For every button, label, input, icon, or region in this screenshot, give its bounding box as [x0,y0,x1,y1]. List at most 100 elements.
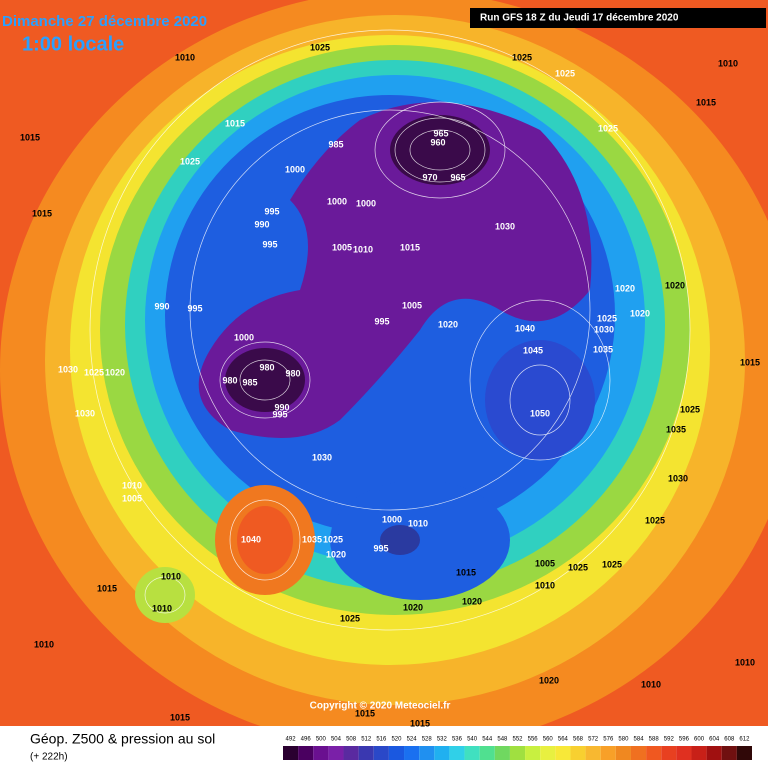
scale-swatch [434,746,450,760]
isobar-label: 1030 [594,324,614,334]
scale-label: 552 [512,737,523,743]
scale-swatch [615,746,631,760]
scale-label: 584 [634,737,645,743]
isobars [89,29,691,631]
isobar-label: 1010 [718,58,738,68]
scale-swatch [343,746,359,760]
isobar-label: 1015 [696,97,716,107]
isobar-label: 960 [430,137,445,147]
low [135,567,195,623]
scale-label: 568 [573,737,584,743]
scale-label: 600 [694,737,705,743]
scale-swatch [358,746,374,760]
isobar-label: 1005 [402,300,422,310]
isobar-label: 995 [374,316,389,326]
isobar-label: 980 [285,368,300,378]
isobar-label: 1030 [495,221,515,231]
isobar-label: 1015 [410,718,430,728]
isobar-label: 1025 [602,559,622,569]
isobar-label: 1015 [355,708,375,718]
footer-subtitle: (+ 222h) [30,752,68,763]
low [225,348,305,412]
scale-swatch [494,746,510,760]
run: Run GFS 18 Z du Jeudi 17 décembre 2020 [480,13,679,24]
isobar-label: 1010 [122,480,142,490]
scale-swatch [600,746,616,760]
isobar-label: 1005 [122,493,142,503]
isobar-label: 995 [187,303,202,313]
isobar-label: 1000 [356,198,376,208]
scale-label: 536 [452,737,463,743]
isobar-label: 1030 [75,408,95,418]
isobar-label: 990 [274,402,289,412]
isobar-label: 1000 [327,196,347,206]
isobar-label: 1020 [105,367,125,377]
isobar-label: 1025 [180,156,200,166]
isobar-label: 995 [264,206,279,216]
scale-swatch [661,746,677,760]
isobar-label: 1015 [20,132,40,142]
scale-label: 560 [543,737,554,743]
scale-label: 524 [407,737,418,743]
isobar-label: 1015 [225,118,245,128]
run-box [470,8,766,28]
isobar-label: 1030 [58,364,78,374]
isobar-label: 1010 [152,603,172,613]
scale-label: 572 [588,737,599,743]
scale-swatch [419,746,435,760]
isobar-label: 995 [262,239,277,249]
time: 1:00 locale [22,33,124,55]
isobar-label: 1010 [408,518,428,528]
isobar-label: 1025 [645,515,665,525]
isobar-label: 985 [242,377,257,387]
low [380,525,420,555]
scale-swatch [525,746,541,760]
scale-label: 512 [361,737,372,743]
isobar-label: 1010 [175,52,195,62]
isobar-label: 1040 [515,323,535,333]
isobar-label: 1025 [323,534,343,544]
isobar-label: 1010 [34,639,54,649]
isobar-label: 985 [328,139,343,149]
scale-label: 580 [618,737,629,743]
color-scale: 492 496 500 504 508 512 516 520 524 528 532 536 540 5… [283,737,752,760]
isobar-label: 1005 [332,242,352,252]
scale-swatch [721,746,737,760]
scale-label: 604 [709,737,720,743]
scale-swatch [404,746,420,760]
scale-swatch [449,746,465,760]
isobar-label: 1025 [84,367,104,377]
scale-label: 608 [724,737,735,743]
isobar-label: 965 [433,128,448,138]
scale-swatch [388,746,405,760]
isobar-label: 1035 [666,424,686,434]
z500-zone [485,340,595,460]
scale-label: 556 [528,737,539,743]
isobar-label: 1025 [340,613,360,623]
isobar-label: 1015 [456,567,476,577]
isobar-label: 1010 [641,679,661,689]
scale-swatch [283,746,299,760]
isobar-label: 995 [272,409,287,419]
isobar-label: 1015 [32,208,52,218]
isobar-label: 1020 [438,319,458,329]
scale-label: 496 [301,737,312,743]
scale-label: 596 [679,737,690,743]
scale-label: 564 [558,737,569,743]
scale-swatch [509,746,526,760]
isobar-label: 1015 [170,712,190,722]
scale-label: 504 [331,737,342,743]
isobar-label: 990 [154,301,169,311]
scale-swatch [373,746,389,760]
scale-label: 544 [482,737,493,743]
isobar-labels: 1025 1010 1025 1025 1010 1015 1015 1015 1025 985 9… [20,42,760,728]
isobar-label: 990 [254,219,269,229]
isobar-label: 1020 [326,549,346,559]
scale-swatch [736,746,752,760]
scale-swatch [479,746,495,760]
isobar-label: 1010 [353,244,373,254]
isobar-label: 1040 [241,534,261,544]
low [390,115,490,185]
copyright: Copyright © 2020 Meteociel.fr [310,701,451,712]
